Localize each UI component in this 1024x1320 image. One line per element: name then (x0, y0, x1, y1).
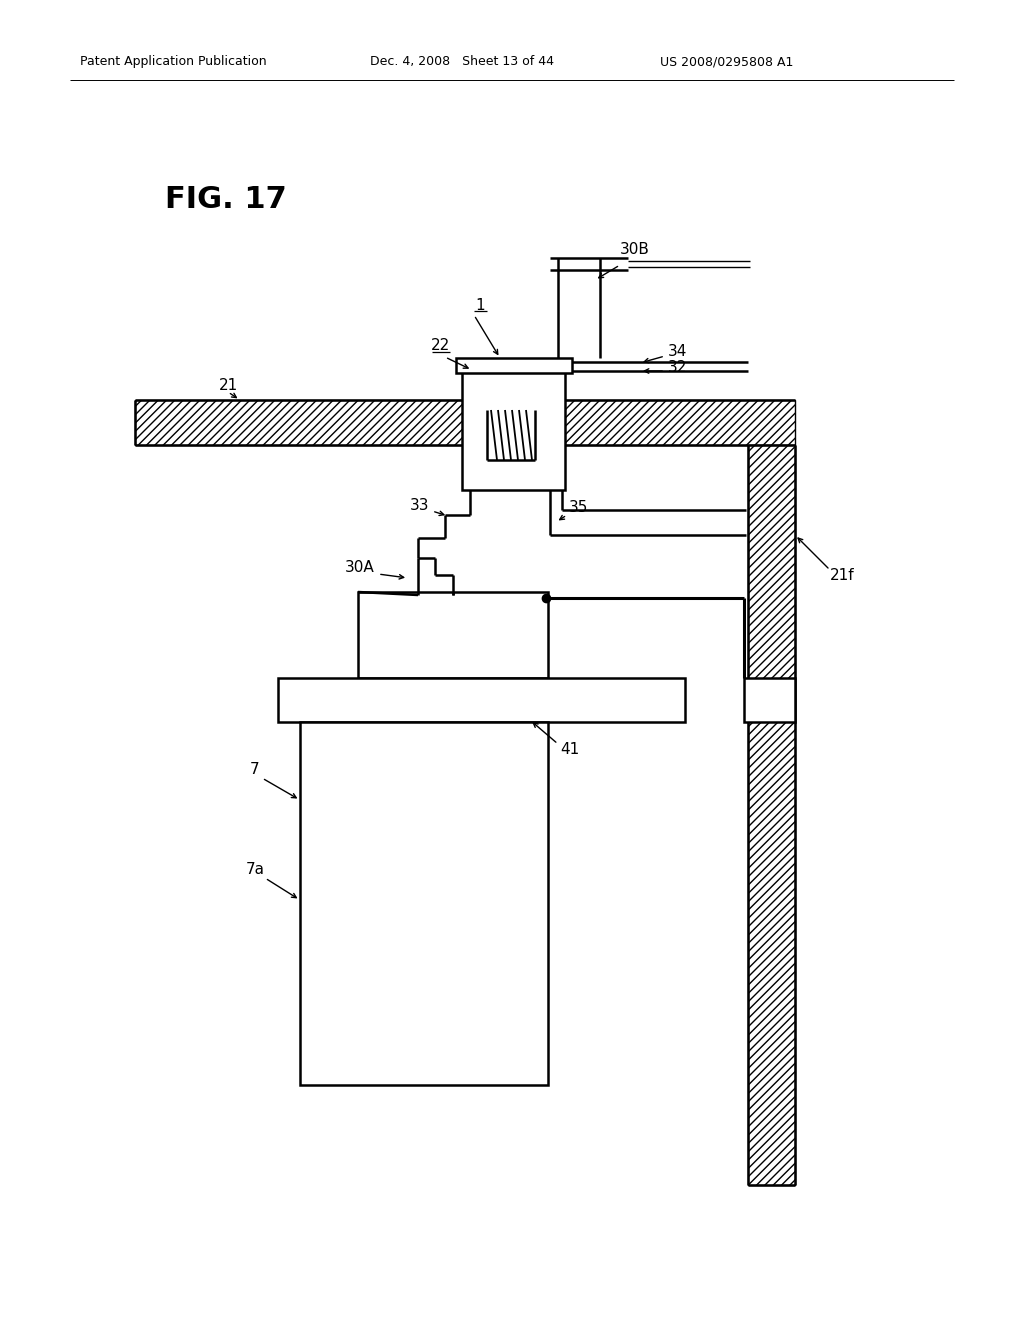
Text: 7: 7 (250, 763, 260, 777)
Bar (462, 370, 565, 490)
Text: Patent Application Publication: Patent Application Publication (80, 55, 266, 69)
Bar (300, 722, 548, 1085)
Bar (278, 678, 685, 722)
Text: FIG. 17: FIG. 17 (165, 186, 287, 214)
Bar (744, 678, 795, 722)
Text: US 2008/0295808 A1: US 2008/0295808 A1 (660, 55, 794, 69)
Text: 21: 21 (218, 378, 238, 392)
Text: 33: 33 (411, 498, 430, 512)
Text: 1: 1 (475, 297, 484, 313)
Text: 34: 34 (668, 345, 687, 359)
Text: Dec. 4, 2008   Sheet 13 of 44: Dec. 4, 2008 Sheet 13 of 44 (370, 55, 554, 69)
Text: 30B: 30B (621, 243, 650, 257)
Text: 41: 41 (560, 742, 580, 758)
Bar (135, 400, 795, 445)
Text: 30A: 30A (345, 561, 375, 576)
Text: 7a: 7a (246, 862, 264, 878)
Bar (748, 445, 795, 1185)
Text: 22: 22 (430, 338, 450, 354)
Text: 21f: 21f (830, 568, 855, 582)
Text: 35: 35 (568, 500, 588, 516)
Text: 32: 32 (668, 360, 687, 375)
Bar (456, 358, 572, 374)
Bar (358, 591, 548, 678)
